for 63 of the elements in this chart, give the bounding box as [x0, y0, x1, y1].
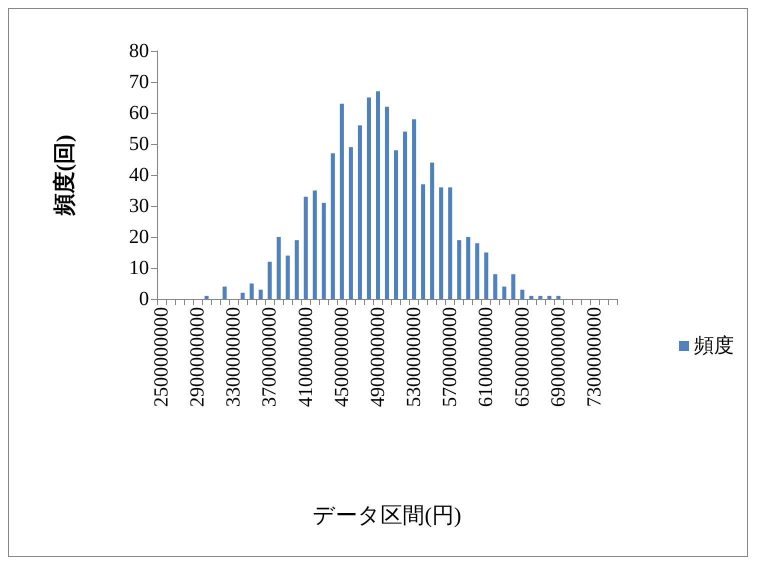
- bar: [448, 187, 452, 299]
- bar: [358, 125, 362, 299]
- bar: [430, 162, 434, 299]
- bar: [511, 274, 516, 299]
- bar: [340, 104, 344, 299]
- bar: [348, 147, 353, 299]
- bar: [547, 296, 552, 299]
- x-tick-label: 2500000000: [150, 307, 173, 407]
- bar: [439, 187, 444, 299]
- x-tick-label: 2900000000: [186, 307, 209, 407]
- x-tick-label: 4500000000: [330, 307, 353, 407]
- bar: [376, 91, 380, 299]
- bar: [240, 292, 245, 299]
- x-tick-label: 7300000000: [583, 307, 606, 407]
- bar: [484, 252, 488, 299]
- bar: [330, 153, 335, 299]
- x-tick-label: 6100000000: [475, 307, 498, 407]
- bar: [421, 184, 426, 299]
- y-tick-label: 10: [129, 257, 149, 279]
- bar: [204, 296, 209, 299]
- x-tick-label: 3300000000: [222, 307, 245, 407]
- bar: [366, 98, 371, 299]
- bar: [312, 190, 317, 299]
- y-tick-label: 30: [129, 195, 149, 217]
- bar: [322, 202, 326, 299]
- bar: [286, 256, 290, 299]
- y-tick-label: 70: [129, 71, 149, 93]
- bar: [394, 150, 398, 299]
- x-tick-label: 6900000000: [547, 307, 570, 407]
- y-tick-label: 60: [129, 102, 149, 124]
- legend-label: 頻度: [694, 335, 734, 357]
- x-axis-title: データ区間(円): [312, 502, 462, 528]
- bar: [520, 290, 524, 299]
- bar: [457, 240, 462, 299]
- x-tick-label: 4100000000: [294, 307, 317, 407]
- bar: [384, 106, 390, 299]
- bar: [258, 290, 263, 299]
- x-tick-label: 5300000000: [403, 307, 426, 407]
- bar: [403, 132, 408, 299]
- bar: [222, 286, 227, 299]
- bar: [412, 119, 416, 299]
- y-axis-title: 頻度(回): [52, 134, 76, 216]
- bar: [250, 284, 254, 299]
- bar: [529, 296, 534, 299]
- x-tick-label: 6500000000: [511, 307, 534, 407]
- x-tick-label: 5700000000: [439, 307, 462, 407]
- x-tick-label: 3700000000: [258, 307, 281, 407]
- bar: [466, 237, 470, 299]
- bar: [294, 240, 299, 299]
- y-tick-label: 40: [129, 164, 149, 186]
- bar: [276, 237, 281, 299]
- bar: [493, 274, 498, 299]
- bar: [502, 286, 506, 299]
- bar: [556, 296, 560, 299]
- bar: [475, 243, 480, 299]
- y-tick-label: 0: [139, 288, 149, 310]
- bar: [304, 196, 308, 299]
- y-tick-label: 80: [129, 40, 149, 62]
- x-tick-label: 4900000000: [366, 307, 389, 407]
- bar: [268, 262, 272, 299]
- y-tick-label: 20: [129, 226, 149, 248]
- y-tick-label: 50: [129, 133, 149, 155]
- bar: [538, 296, 542, 299]
